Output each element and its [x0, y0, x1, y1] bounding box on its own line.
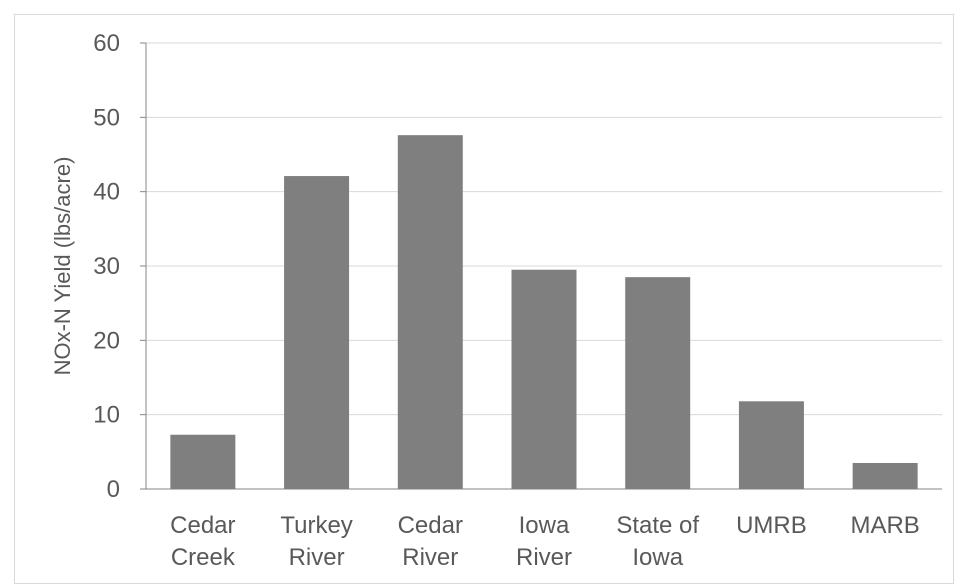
y-axis-title: NOx-N Yield (lbs/acre): [50, 157, 75, 376]
x-tick-labels: Cedar Creek Turkey River Cedar River Iowa River…: [170, 512, 920, 571]
bars: [170, 135, 918, 489]
x-tick-label: Iowa: [632, 544, 683, 571]
x-tick-label: Turkey: [280, 512, 352, 539]
bar: [170, 434, 236, 489]
gridlines: [140, 42, 942, 490]
x-tick-label: State of: [616, 512, 699, 539]
x-tick-label: MARB: [850, 512, 919, 539]
x-tick-label: Cedar: [398, 512, 463, 539]
x-tick-label: River: [402, 544, 458, 571]
y-tick-label: 10: [93, 402, 120, 429]
y-tick-labels: 0 10 20 30 40 50 60: [93, 30, 120, 503]
y-tick-label: 30: [93, 253, 120, 280]
bar: [397, 135, 463, 489]
bar: [738, 401, 804, 489]
x-tick-label: River: [516, 544, 572, 571]
x-tick-label: River: [289, 544, 345, 571]
y-tick-label: 0: [107, 476, 120, 503]
x-tick-label: Cedar: [170, 512, 235, 539]
bar: [511, 269, 577, 489]
x-tick-label: Iowa: [519, 512, 570, 539]
bar: [625, 277, 691, 489]
y-tick-label: 60: [93, 30, 120, 57]
bar: [852, 462, 918, 489]
x-tick-label: Creek: [171, 544, 236, 571]
y-tick-label: 50: [93, 104, 120, 131]
bar: [284, 176, 350, 489]
y-tick-label: 40: [93, 179, 120, 206]
x-tick-label: UMRB: [736, 512, 807, 539]
y-tick-label: 20: [93, 327, 120, 354]
